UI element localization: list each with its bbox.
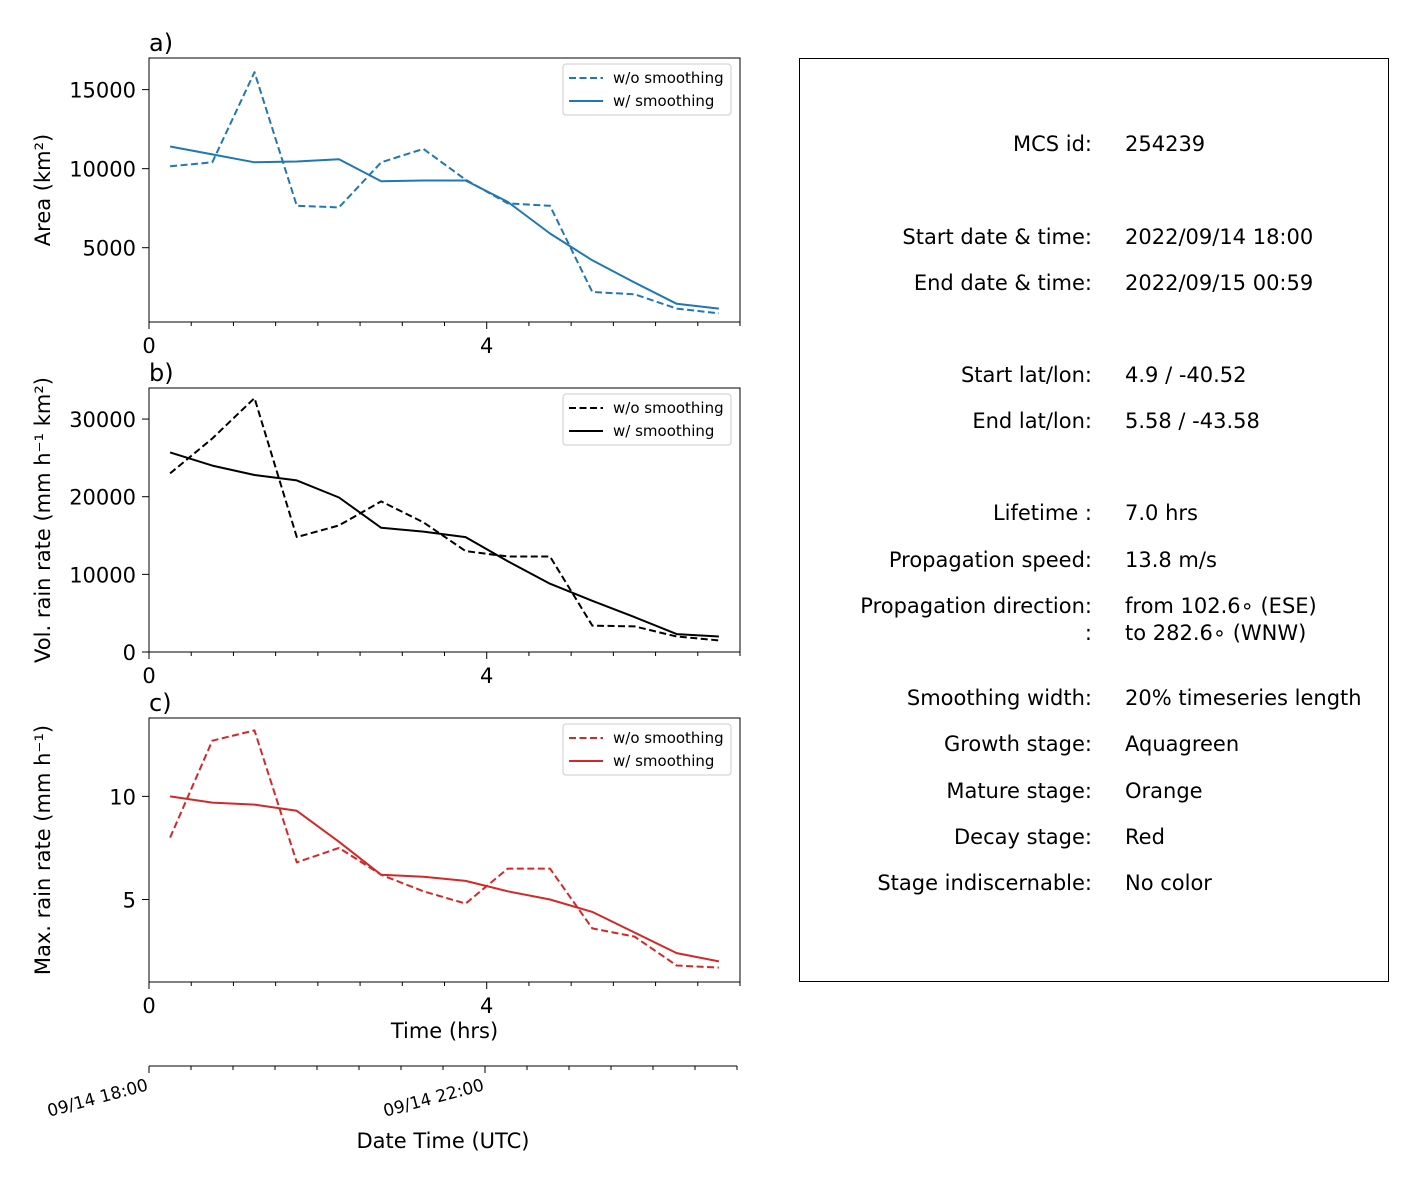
info-value: Red xyxy=(1125,825,1165,849)
info-key: Propagation speed: xyxy=(888,548,1092,572)
series-line-unsmoothed xyxy=(170,71,720,315)
info-key: Start date & time: xyxy=(902,225,1092,249)
info-value: 20% timeseries length xyxy=(1125,686,1362,710)
y-tick-label: 10000 xyxy=(69,563,136,587)
datetime-tick-label: 09/14 22:00 xyxy=(381,1076,486,1122)
legend: w/o smoothing w/ smoothing xyxy=(562,393,732,446)
datetime-axis: 09/14 18:00 09/14 22:00 Date Time (UTC) xyxy=(45,1065,738,1153)
mcs-info-panel: MCS id: 254239 Start date & time: 2022/0… xyxy=(799,58,1389,982)
panel-c: c) 0 4 5 10 Max. rain rate (mm h⁻¹) Time (hrs)… xyxy=(31,689,741,1043)
info-value: 2022/09/15 00:59 xyxy=(1125,271,1314,295)
y-axis-label: Vol. rain rate (mm h⁻¹ km²) xyxy=(31,377,55,663)
info-value: 4.9 / -40.52 xyxy=(1125,363,1247,387)
info-value: 13.8 m/s xyxy=(1125,548,1217,572)
y-tick-label: 5 xyxy=(123,889,136,913)
info-value: No color xyxy=(1125,871,1212,895)
legend-label: w/o smoothing xyxy=(613,399,724,417)
panel-label: c) xyxy=(149,689,172,717)
series-line-unsmoothed xyxy=(169,397,719,642)
x-tick-label: 4 xyxy=(480,664,493,688)
info-value: to 282.6∘ (WNW) xyxy=(1125,621,1307,645)
legend: w/o smoothing w/ smoothing xyxy=(562,63,732,116)
y-tick-label: 10 xyxy=(109,785,136,809)
info-key: End lat/lon: xyxy=(972,409,1092,433)
info-key: Start lat/lon: xyxy=(960,363,1092,387)
legend-label: w/ smoothing xyxy=(613,422,714,440)
info-key: Growth stage: xyxy=(943,732,1092,756)
x-axis-label: Time (hrs) xyxy=(390,1019,498,1043)
series-line-unsmoothed xyxy=(169,729,719,969)
y-tick-label: 0 xyxy=(123,641,136,665)
info-key: Smoothing width: xyxy=(906,686,1092,710)
info-value: 5.58 / -43.58 xyxy=(1125,409,1260,433)
y-axis-label: Area (km²) xyxy=(31,134,55,246)
info-key: : xyxy=(1084,621,1092,645)
info-key: Propagation direction: xyxy=(860,594,1092,618)
datetime-axis-label: Date Time (UTC) xyxy=(357,1129,530,1153)
info-key: Lifetime : xyxy=(992,501,1092,525)
info-value: 2022/09/14 18:00 xyxy=(1125,225,1314,249)
y-tick-label: 15000 xyxy=(69,79,136,103)
panel-a: a) 0 4 5000 10000 15000 Area (km²) w/o smoothin… xyxy=(31,29,741,358)
legend-label: w/ smoothing xyxy=(613,752,714,770)
info-key: Stage indiscernable: xyxy=(877,871,1092,895)
datetime-tick-label: 09/14 18:00 xyxy=(45,1076,150,1122)
legend-label: w/o smoothing xyxy=(613,69,724,87)
info-value: 254239 xyxy=(1125,132,1206,156)
info-value: from 102.6∘ (ESE) xyxy=(1125,594,1317,618)
legend-box xyxy=(562,63,732,116)
x-tick-label: 4 xyxy=(480,334,493,358)
y-tick-label: 30000 xyxy=(69,408,136,432)
legend-box xyxy=(562,393,732,446)
legend-label: w/o smoothing xyxy=(613,729,724,747)
legend-label: w/ smoothing xyxy=(613,92,714,110)
y-tick-label: 20000 xyxy=(69,486,136,510)
info-value: Orange xyxy=(1125,779,1203,803)
series-line-smoothed xyxy=(169,145,720,310)
panel-label: a) xyxy=(149,29,173,57)
info-value: 7.0 hrs xyxy=(1125,501,1198,525)
info-key: End date & time: xyxy=(913,271,1092,295)
info-key: Mature stage: xyxy=(946,779,1092,803)
info-key: MCS id: xyxy=(1012,132,1092,156)
legend: w/o smoothing w/ smoothing xyxy=(562,723,732,776)
series-line-smoothed xyxy=(169,451,719,638)
x-tick-label: 0 xyxy=(142,664,155,688)
info-key: Decay stage: xyxy=(954,825,1092,849)
x-tick-label: 0 xyxy=(142,334,155,358)
x-tick-label: 0 xyxy=(142,994,155,1018)
info-value: Aquagreen xyxy=(1125,732,1240,756)
panel-label: b) xyxy=(149,359,174,387)
y-tick-label: 5000 xyxy=(83,237,136,261)
panel-b: b) 0 4 0 10000 20000 30000 Vol. rain rate (mm h… xyxy=(31,359,741,688)
series-line-smoothed xyxy=(169,795,720,963)
x-tick-label: 4 xyxy=(480,994,493,1018)
legend-box xyxy=(562,723,732,776)
y-axis-label: Max. rain rate (mm h⁻¹) xyxy=(31,725,55,975)
y-tick-label: 10000 xyxy=(69,158,136,182)
